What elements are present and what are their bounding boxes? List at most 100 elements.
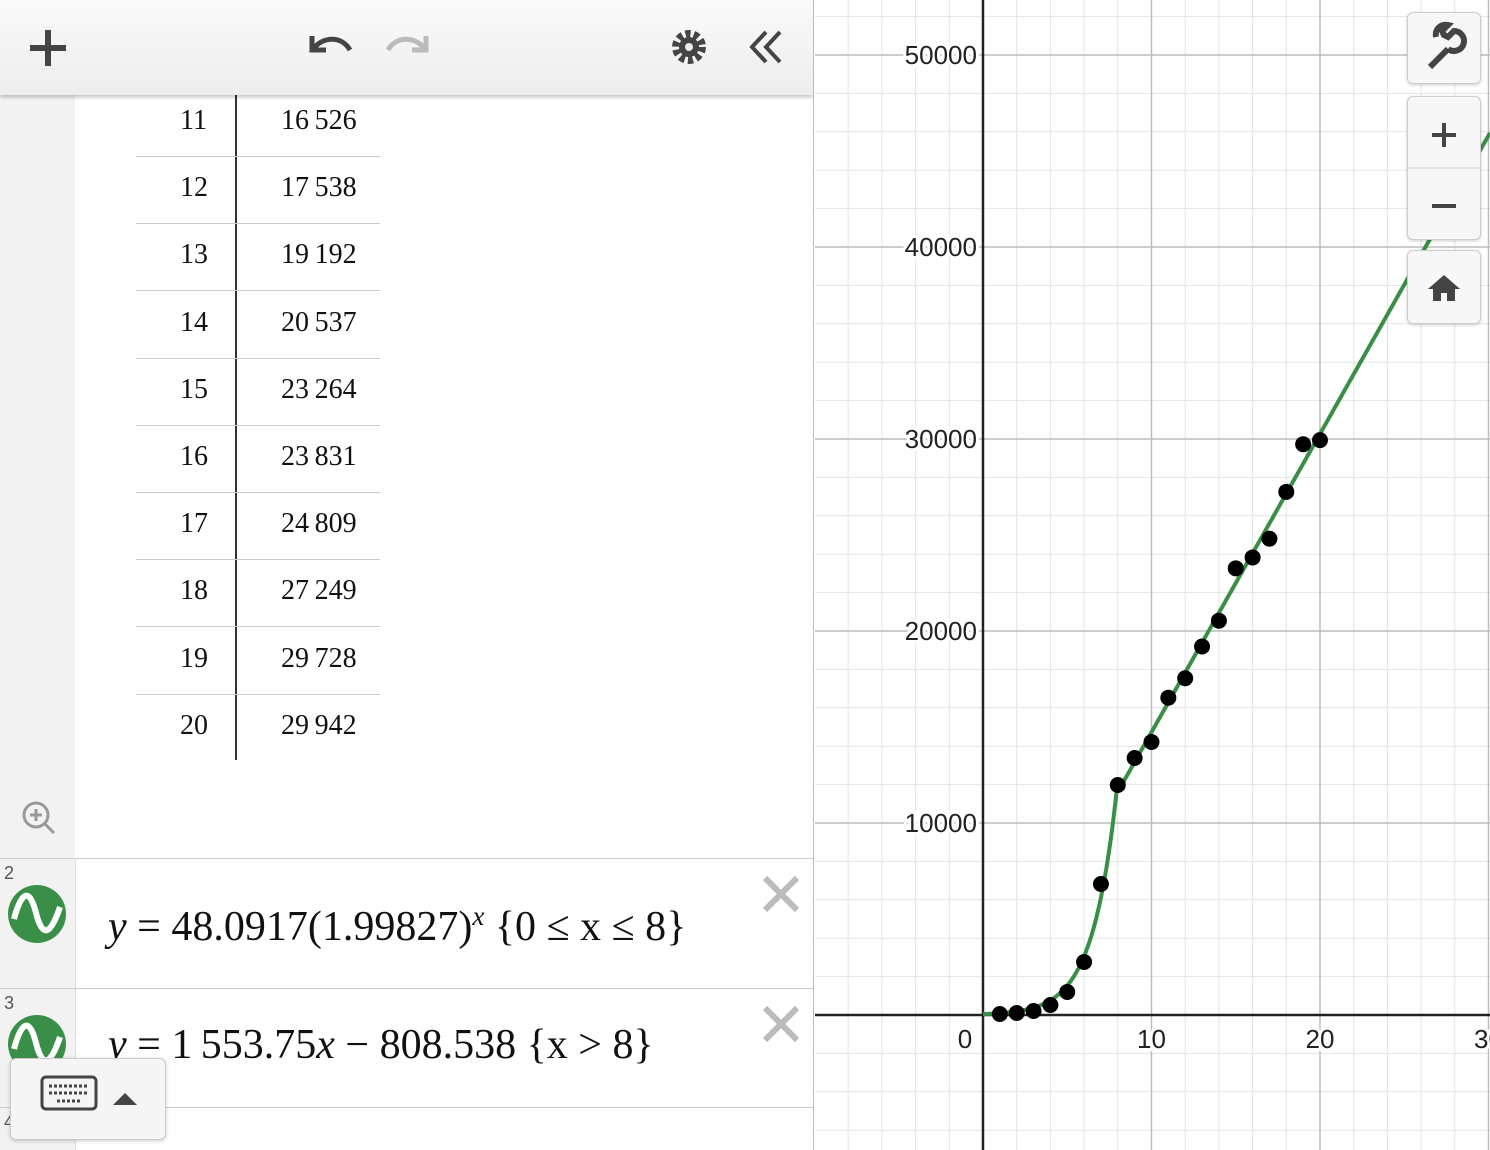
x-tick-label: 0 [958,1024,972,1054]
row-line [136,424,380,426]
expression: y = 1 553.75x − 808.538 {x > 8} [108,1021,654,1069]
table-cell: 17 538 [281,172,357,204]
line-number: 3 [4,993,15,1013]
table-cell: 16 526 [281,105,357,136]
data-point [1177,670,1194,687]
table-cell: 24 809 [281,508,357,540]
coefficient: 48.0917 [171,904,308,950]
data-point [1278,483,1295,500]
data-point [1210,612,1227,629]
data-point [1261,530,1278,547]
toolbar-icons [30,30,782,66]
data-point [1295,436,1312,453]
redo-button[interactable] [385,36,429,53]
data-point [1076,954,1093,971]
intercept: 808.538 [379,1022,517,1068]
table-cell: 29 728 [281,642,357,674]
data-point [1008,1005,1025,1022]
table-cell: 20 537 [281,306,357,338]
table-cell: 19 [180,642,208,674]
data-point [1227,560,1244,577]
table-cell: 18 [180,575,208,607]
data-point [1194,638,1211,655]
base: 1.99827 [321,904,459,950]
delete-button[interactable] [762,1005,800,1043]
data-point [1025,1003,1042,1020]
toolbar [0,0,813,95]
table-cell: 23 831 [281,441,357,472]
table-cell: 29 942 [281,709,357,741]
restriction: {x > 8} [526,1022,654,1068]
operator: − [345,1022,370,1068]
y-tick-label: 10000 [905,808,977,838]
row-line [136,626,380,628]
collapse-button[interactable] [749,30,782,64]
row-line [136,357,380,359]
delete-button[interactable] [762,875,800,913]
data-point [1059,984,1076,1001]
table-cell: 15 [180,373,208,405]
data-point [1109,777,1126,794]
table-cell: 19 192 [281,239,357,271]
y-tick-label: 20000 [905,616,977,646]
y-tick-label: 50000 [905,40,977,70]
table-cell: 11 [180,105,207,136]
equals: = [137,1022,161,1068]
exponent: x [472,901,485,931]
table-cell: 23 264 [281,373,357,405]
expression: y = 48.0917(1.99827)x {0 ≤ x ≤ 8} [108,901,686,951]
graph: 10000 20000 30000 40000 50000 0 10 20 30 [815,0,1490,1150]
zoom-fit-button[interactable] [18,797,58,837]
data-point [1143,734,1160,751]
keyboard-button[interactable] [10,1058,166,1140]
keyboard-icon [40,1075,137,1111]
row-line [136,693,380,695]
zoom-in[interactable] [1432,123,1456,147]
data-point [1311,432,1328,449]
row-line [136,156,380,157]
zoom-icons [1408,123,1480,208]
table-cell: 14 [180,306,208,338]
row-line [136,559,380,561]
table-cell: 13 [180,239,208,271]
expression-row[interactable]: 2 y = 48.0917(1.99827)x {0 ≤ x ≤ 8} [0,858,813,989]
table-divider [235,95,237,760]
settings-button[interactable] [672,30,706,64]
lhs: y [108,1022,127,1068]
table-cell: 17 [180,508,208,540]
zoom-controls [1407,96,1481,240]
data-point [991,1006,1008,1023]
paren: ( [307,904,322,950]
row-line [136,223,380,225]
home-button[interactable] [1407,250,1481,324]
equals: = [137,904,161,950]
row-line [136,492,380,493]
lhs: y [108,904,127,950]
gutter [0,95,75,858]
x-tick-label: 20 [1306,1024,1335,1054]
table-cell: 12 [180,172,208,204]
variable: x [316,1022,335,1068]
table-cell: 16 [180,441,208,472]
restriction: {0 ≤ x ≤ 8} [494,904,687,950]
data-point [1244,549,1261,566]
add-button[interactable] [30,30,66,66]
x-tick-label: 10 [1137,1024,1166,1054]
table-cell: 20 [180,709,208,741]
data-point [1092,876,1109,893]
graph-icon [8,885,66,943]
undo-button[interactable] [309,36,353,53]
table-cell: 27 249 [281,575,357,607]
slope: 1 553.75 [171,1022,317,1068]
data-point [1160,689,1177,706]
graph-settings-button[interactable] [1407,12,1481,84]
data-point [1126,750,1143,767]
y-tick-label: 40000 [905,232,977,262]
line-number: 2 [4,863,15,883]
expression-panel: 11 16 526 12 17 538 13 19 192 14 20 537 15 23 264… [0,0,814,1150]
x-tick-label: 30 [1474,1024,1490,1054]
paren: ) [458,904,473,950]
line-number: 4 [4,1112,15,1132]
row-line [136,290,380,292]
